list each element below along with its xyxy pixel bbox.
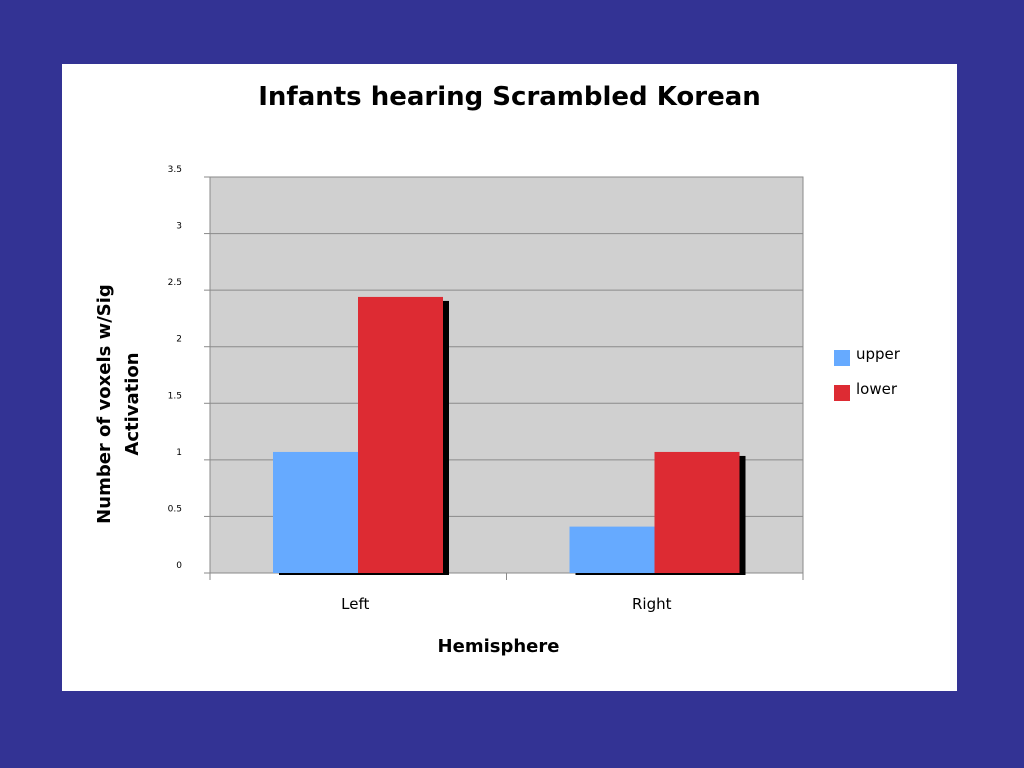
chart-panel: Infants hearing Scrambled Korean 0 0.5 1 1.… bbox=[62, 64, 957, 691]
y-tick-label: 2.5 bbox=[168, 278, 182, 288]
y-axis-title-line: Activation bbox=[122, 352, 143, 455]
legend-label-upper: upper bbox=[856, 345, 901, 363]
legend-swatch-lower bbox=[834, 385, 850, 401]
y-tick-label: 1 bbox=[176, 448, 182, 458]
y-tick-label: 2 bbox=[176, 335, 182, 345]
chart-title: Infants hearing Scrambled Korean bbox=[258, 82, 761, 112]
y-tick-label: 0 bbox=[176, 561, 182, 571]
bar-upper-right bbox=[569, 526, 655, 573]
x-tick-label: Left bbox=[341, 595, 369, 613]
bar-lower-left bbox=[358, 296, 443, 573]
legend-label-lower: lower bbox=[856, 380, 898, 398]
y-tick-label: 1.5 bbox=[168, 391, 182, 401]
bar-chart: 0 0.5 1 1.5 2 2.5 3 3.5 Left Right Hemisphere Numbe… bbox=[94, 165, 901, 657]
y-tick-label: 3.5 bbox=[168, 165, 182, 175]
bar-lower-right bbox=[654, 451, 740, 573]
y-axis-title: Number of voxels w/Sig Activation bbox=[94, 284, 143, 524]
x-axis-title: Hemisphere bbox=[438, 636, 560, 657]
legend-swatch-upper bbox=[834, 350, 850, 366]
bar-upper-left bbox=[273, 451, 358, 573]
y-axis-title-line: Number of voxels w/Sig bbox=[94, 284, 115, 524]
y-tick-label: 0.5 bbox=[168, 504, 182, 514]
x-tick-label: Right bbox=[632, 595, 672, 613]
y-tick-label: 3 bbox=[176, 222, 182, 232]
